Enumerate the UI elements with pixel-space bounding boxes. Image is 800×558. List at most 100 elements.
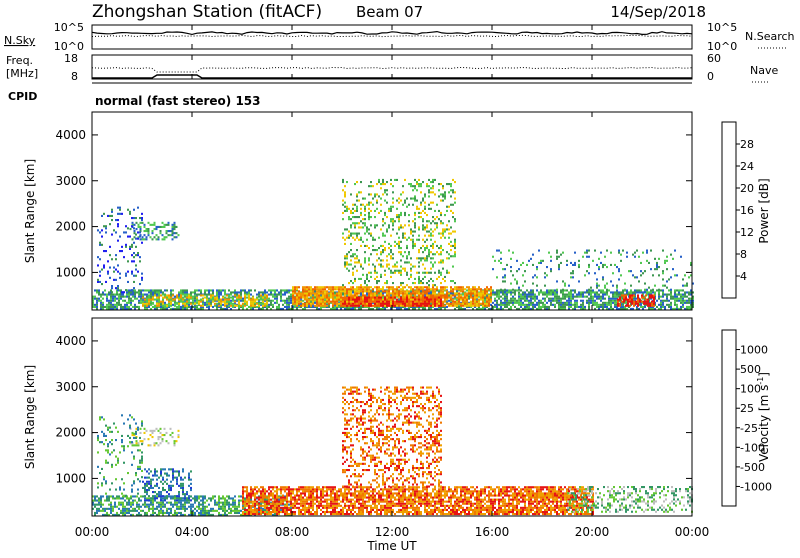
range-gate-cell [350,249,352,251]
range-gate-cell [120,504,122,506]
range-gate-cell [552,298,554,300]
range-gate-cell [680,298,682,300]
range-gate-cell [346,292,348,294]
range-gate-cell [105,225,107,227]
range-gate-cell [264,289,266,291]
range-gate-cell [220,301,222,303]
range-gate-cell [127,271,129,273]
range-gate-cell [682,300,684,302]
range-gate-cell [688,302,690,304]
range-gate-cell [662,250,664,252]
range-gate-cell [454,251,456,253]
range-gate-cell [122,506,124,508]
range-gate-cell [352,212,354,214]
range-gate-cell [662,272,664,274]
range-gate-cell [118,497,120,499]
range-gate-cell [582,306,584,308]
range-gate-cell [400,212,402,214]
range-gate-cell [160,232,162,234]
range-gate-cell [121,250,123,252]
range-gate-cell [180,301,182,303]
range-gate-cell [590,287,592,289]
range-gate-cell [102,504,104,506]
range-gate-cell [344,202,346,204]
range-gate-cell [386,282,388,284]
range-gate-cell [198,495,200,497]
range-gate-cell [152,299,154,301]
range-gate-cell [392,286,394,288]
range-gate-cell [432,235,434,237]
range-gate-cell [452,245,454,247]
range-gate-cell [574,302,576,304]
range-gate-cell [520,304,522,306]
range-gate-cell [346,288,348,290]
range-gate-cell [530,302,532,304]
range-gate-cell [118,296,120,298]
range-gate-cell [454,181,456,183]
range-gate-cell [594,304,596,306]
range-gate-cell [600,304,602,306]
range-gate-cell [254,299,256,301]
range-gate-cell [414,301,416,303]
range-gate-cell [596,304,598,306]
range-gate-cell [482,290,484,292]
range-gate-cell [400,193,402,195]
range-gate-cell [131,260,133,262]
range-gate-cell [424,305,426,307]
range-gate-cell [115,258,117,260]
range-gate-cell [508,289,510,291]
range-gate-cell [380,204,382,206]
range-gate-cell [368,218,370,220]
range-gate-cell [406,284,408,286]
range-gate-cell [107,273,109,275]
range-gate-cell [562,289,564,291]
range-gate-cell [536,276,538,278]
range-gate-cell [442,185,444,187]
range-gate-cell [350,264,352,266]
range-gate-cell [566,296,568,298]
range-gate-cell [568,285,570,287]
range-gate-cell [354,224,356,226]
range-gate-cell [468,288,470,290]
range-gate-cell [118,495,120,497]
range-gate-cell [368,288,370,290]
range-gate-cell [324,294,326,296]
range-gate-cell [110,302,112,304]
range-gate-cell [414,294,416,296]
range-gate-cell [135,269,137,271]
range-gate-cell [144,506,146,508]
range-gate-cell [404,200,406,202]
range-gate-cell [498,298,500,300]
range-gate-cell [102,508,104,510]
range-gate-cell [252,299,254,301]
range-gate-cell [278,304,280,306]
range-gate-cell [440,299,442,301]
range-gate-cell [652,274,654,276]
range-gate-cell [612,294,614,296]
range-gate-cell [468,298,470,300]
range-gate-cell [428,220,430,222]
range-gate-cell [224,297,226,299]
range-gate-cell [134,289,136,291]
range-gate-cell [360,245,362,247]
range-gate-cell [444,191,446,193]
range-gate-cell [656,306,658,308]
range-gate-cell [370,305,372,307]
range-gate-cell [110,294,112,296]
range-gate-cell [631,294,633,296]
range-gate-cell [226,303,228,305]
range-gate-cell [454,247,456,249]
range-gate-cell [112,306,114,308]
range-gate-cell [338,290,340,292]
range-gate-cell [368,305,370,307]
range-gate-cell [122,306,124,308]
range-gate-cell [654,268,656,270]
range-gate-cell [400,241,402,243]
range-gate-cell [432,284,434,286]
range-gate-cell [128,298,130,300]
range-gate-cell [516,283,518,285]
range-gate-cell [448,243,450,245]
range-gate-cell [346,290,348,292]
range-gate-cell [464,299,466,301]
range-gate-cell [418,292,420,294]
